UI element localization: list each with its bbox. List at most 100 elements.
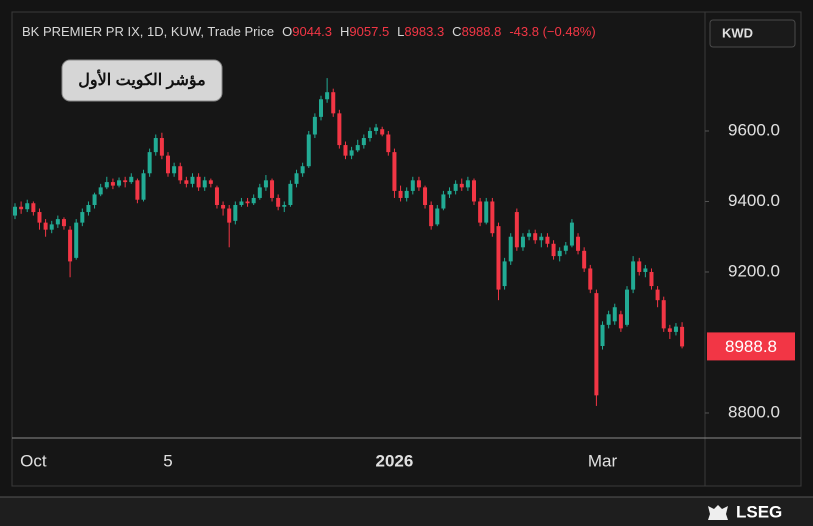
candle-body	[319, 99, 323, 117]
candle-body	[110, 182, 115, 186]
candle-body	[306, 134, 311, 167]
candle-body	[92, 194, 97, 205]
candle-body	[484, 201, 489, 223]
candle-body	[520, 236, 525, 248]
candle-body	[19, 206, 24, 210]
candle-body	[380, 129, 385, 135]
candle-body	[582, 250, 587, 269]
candle-body	[221, 204, 226, 209]
candle-body	[98, 187, 103, 195]
h-value: 9057.5	[349, 24, 389, 39]
candle-body	[404, 190, 409, 198]
candle-body	[643, 268, 648, 272]
candle-body	[208, 180, 213, 184]
candle-body	[245, 201, 250, 204]
candle-body	[288, 183, 293, 205]
change: -43.8 (−0.48%)	[509, 24, 595, 39]
candle-body	[178, 166, 183, 181]
candle-body	[331, 92, 336, 114]
candle-body	[239, 201, 244, 205]
candle-body	[312, 116, 317, 135]
candle-body	[31, 203, 36, 213]
candle-body	[673, 326, 678, 332]
candle-body	[569, 222, 574, 246]
candle-body	[429, 204, 434, 227]
candle-body	[86, 204, 91, 213]
h-label: H	[340, 24, 349, 39]
candle-body	[270, 180, 275, 198]
candle-body	[49, 224, 54, 230]
candle-body	[123, 180, 128, 183]
candle-body	[263, 180, 268, 188]
candle-body	[300, 166, 305, 174]
candle-body	[527, 233, 532, 237]
candle-body	[410, 180, 415, 191]
candle-body	[453, 183, 458, 191]
candle-body	[496, 226, 501, 290]
l-value: 8983.3	[404, 24, 444, 39]
candle-body	[337, 113, 342, 146]
candle-body	[325, 92, 330, 100]
last-price-label: 8988.8	[725, 337, 777, 356]
candle-body	[25, 203, 30, 210]
candle-body	[37, 212, 42, 223]
candle-body	[502, 261, 507, 287]
candle-body	[539, 236, 544, 241]
x-tick-label: 2026	[376, 451, 414, 470]
candle-body	[588, 268, 593, 290]
candle-body	[214, 187, 219, 205]
c-value: 8988.8	[462, 24, 502, 39]
candle-body	[435, 208, 440, 225]
candle-body	[416, 180, 421, 188]
candle-body	[637, 261, 642, 272]
candle-body	[600, 324, 605, 346]
candle-body	[392, 152, 397, 191]
candle-body	[159, 138, 164, 156]
candle-body	[533, 233, 538, 241]
candle-body	[349, 150, 354, 156]
footer	[0, 497, 813, 526]
candle-body	[141, 173, 146, 200]
x-tick-label: Oct	[20, 451, 47, 470]
candle-body	[153, 138, 158, 153]
candle-body	[631, 261, 636, 290]
currency-box	[709, 19, 796, 48]
candle-body	[184, 180, 189, 184]
candle-body	[227, 208, 232, 223]
candle-body	[472, 180, 476, 202]
candle-body	[612, 307, 617, 322]
candle-body	[104, 182, 109, 188]
badge-text: مؤشر الكويت الأول	[78, 69, 205, 90]
candle-body	[129, 176, 134, 183]
candle-body	[398, 190, 403, 198]
candle-body	[423, 187, 428, 205]
candle-body	[576, 236, 581, 251]
currency: KWD	[722, 25, 753, 40]
candle-body	[282, 204, 287, 207]
o-label: O	[282, 24, 292, 39]
candle-body	[386, 134, 391, 153]
logo-icon	[708, 505, 728, 520]
header-line: BK PREMIER PR IX, 1D, KUW, Trade Price O 9…	[22, 24, 596, 39]
candle-body	[202, 180, 207, 188]
candle-body	[594, 293, 599, 396]
candle-body	[465, 180, 470, 188]
badge	[61, 59, 223, 102]
candle-body	[667, 328, 672, 332]
candle-body	[478, 201, 483, 223]
candle-body	[61, 219, 66, 227]
candle-body	[196, 176, 201, 188]
candle-body	[618, 314, 623, 329]
brand: LSEG	[736, 502, 782, 521]
header-title: BK PREMIER PR IX, 1D, KUW, Trade Price	[22, 24, 274, 39]
last-price-box	[707, 332, 795, 361]
x-tick-label: 5	[163, 451, 172, 470]
candle-body	[166, 155, 170, 174]
candle-body	[557, 250, 562, 257]
candle-body	[43, 222, 48, 230]
candle-body	[343, 145, 348, 156]
candle-body	[55, 219, 60, 225]
candle-body	[447, 190, 452, 195]
candle-body	[68, 229, 73, 262]
